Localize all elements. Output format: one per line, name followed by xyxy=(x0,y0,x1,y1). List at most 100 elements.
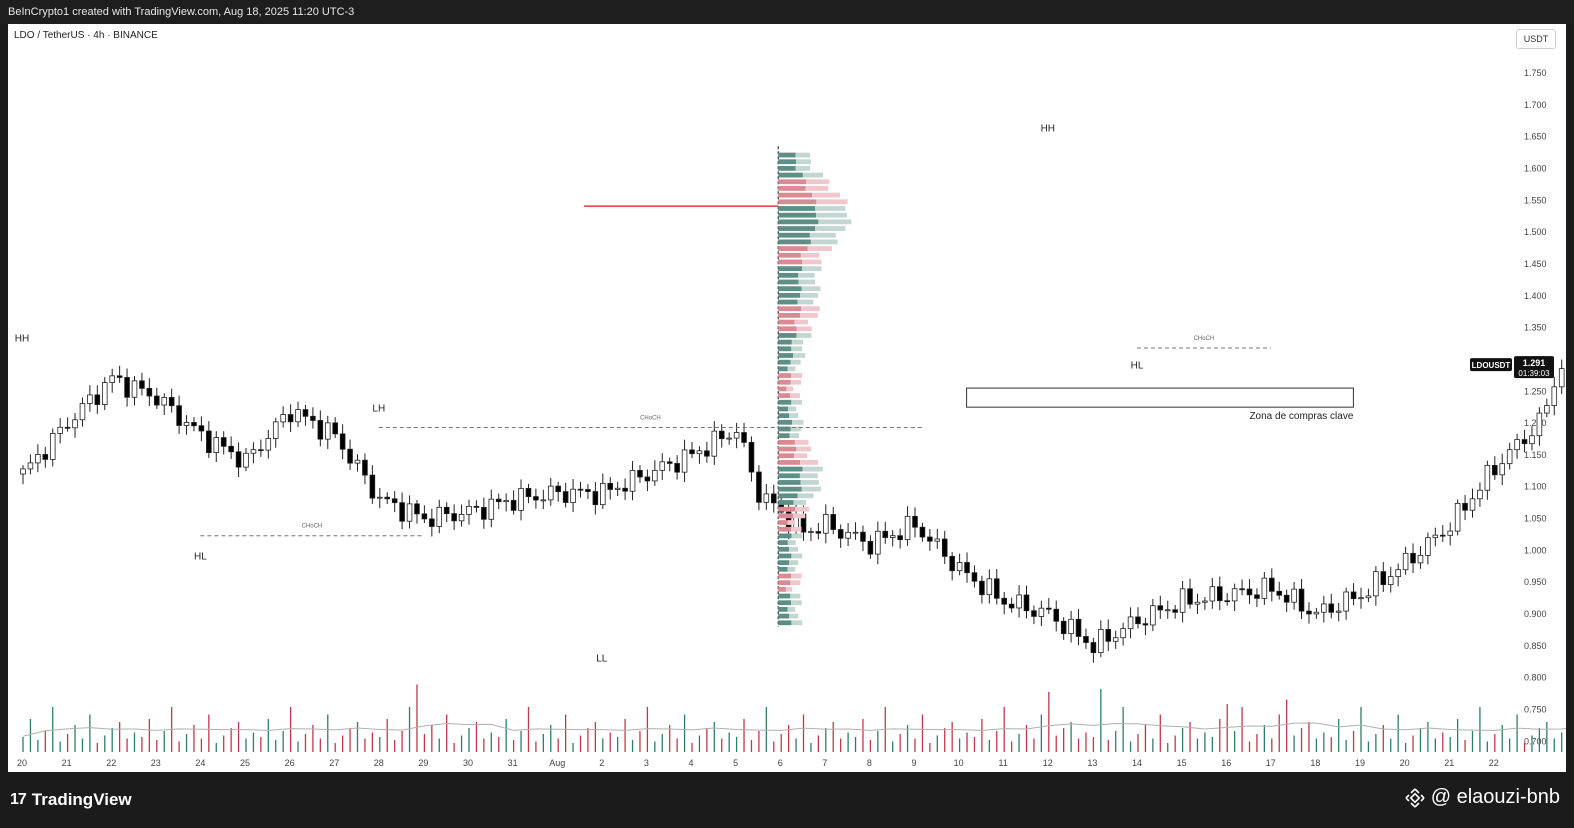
candle xyxy=(101,376,108,411)
x-tick-label: 15 xyxy=(1177,758,1187,768)
candle-body xyxy=(971,572,978,582)
y-tick-label: 1.700 xyxy=(1524,100,1547,110)
candle xyxy=(1098,620,1104,658)
candle xyxy=(406,495,413,529)
candle-body xyxy=(1172,609,1178,613)
chart-panel[interactable]: 1.750 1.700 1.650 1.600 1.550 1.500 1.450 1.400… xyxy=(8,24,1566,772)
candle xyxy=(622,478,628,500)
candle-body xyxy=(1023,594,1030,612)
volume-profile-bar xyxy=(791,533,803,539)
candle xyxy=(652,460,658,486)
candle xyxy=(525,483,532,504)
candle xyxy=(228,436,234,459)
volume-profile-bar xyxy=(778,272,799,278)
candle-body xyxy=(399,502,405,522)
volume-profile-bar xyxy=(791,573,802,579)
candle-body xyxy=(919,526,926,538)
volume-profile-bar xyxy=(794,439,809,445)
candle-body xyxy=(1350,591,1357,600)
volume-profile-bar xyxy=(801,286,821,292)
candle xyxy=(35,444,41,473)
candle xyxy=(1439,525,1446,542)
candle xyxy=(421,505,428,524)
candle xyxy=(109,368,115,393)
candle-body xyxy=(42,454,49,460)
volume-profile-bar xyxy=(789,560,799,566)
candle-body xyxy=(1216,586,1223,602)
x-tick-label: 6 xyxy=(778,758,783,768)
volume-profile-bar xyxy=(778,226,816,231)
symbol-line[interactable]: LDO / TetherUS · 4h · BINANCE xyxy=(14,30,158,41)
candle-body xyxy=(830,514,837,530)
candle xyxy=(1365,588,1372,603)
candle xyxy=(1053,600,1060,632)
currency-button[interactable]: USDT xyxy=(1516,29,1556,49)
candle-body xyxy=(897,535,903,541)
volume-profile-bar xyxy=(799,313,818,318)
candle-body xyxy=(696,450,703,455)
candle-body xyxy=(659,461,666,471)
volume-profile-bar xyxy=(791,600,802,606)
candle xyxy=(124,368,130,407)
volume-profile-bar xyxy=(778,219,819,225)
candle-body xyxy=(748,441,755,473)
x-tick-label: 7 xyxy=(822,758,827,768)
candle xyxy=(250,442,257,464)
price-chart[interactable]: 1.750 1.700 1.650 1.600 1.550 1.500 1.450 1.400… xyxy=(8,24,1566,772)
candle xyxy=(540,489,547,510)
volume-profile-bar xyxy=(778,546,790,552)
author-handle: @ elaouzi-bnb xyxy=(1405,786,1560,809)
volume-profile-bar xyxy=(778,466,803,472)
volume-profile-bar xyxy=(778,426,791,432)
candle xyxy=(235,442,242,478)
x-tick-label: 22 xyxy=(106,758,116,768)
volume-profile-bar xyxy=(778,613,790,619)
candle xyxy=(317,410,324,447)
candle-body xyxy=(443,506,450,514)
candle xyxy=(1202,597,1208,610)
candle-body xyxy=(770,493,777,504)
last-price-text: 1.291 xyxy=(1523,358,1546,368)
candle-body xyxy=(481,506,487,520)
candle xyxy=(1127,607,1134,639)
candle-body xyxy=(1179,588,1186,613)
candle xyxy=(481,497,487,529)
candle xyxy=(1164,600,1171,619)
volume-profile-bar xyxy=(796,326,812,332)
candle-body xyxy=(243,452,249,468)
candle-body xyxy=(421,513,428,520)
volume-profile-bar xyxy=(800,252,820,258)
candle xyxy=(1521,429,1528,453)
candle-body xyxy=(272,421,279,439)
candle-body xyxy=(1202,600,1208,603)
x-tick-label: 30 xyxy=(463,758,473,768)
candle-body xyxy=(79,403,86,421)
candle xyxy=(72,413,78,438)
candle-body xyxy=(1387,576,1394,585)
candle xyxy=(198,416,205,442)
candle-body xyxy=(718,430,725,440)
volume-profile-bar xyxy=(778,246,808,251)
y-tick-label: 1.500 xyxy=(1524,227,1547,237)
candle-body xyxy=(689,449,695,455)
candle xyxy=(637,465,643,483)
candle xyxy=(837,524,844,548)
candle-body xyxy=(332,422,338,435)
volume-profile-bar xyxy=(785,586,793,592)
candle xyxy=(1187,578,1193,609)
candle xyxy=(1551,376,1558,416)
candle-body xyxy=(1083,636,1089,643)
candle-body xyxy=(116,375,123,378)
candle-body xyxy=(681,449,688,473)
candle xyxy=(1298,579,1305,620)
volume-profile-bar xyxy=(778,419,793,425)
volume-profile-bar xyxy=(778,553,792,559)
candle-body xyxy=(1484,464,1491,491)
candle-body xyxy=(1150,605,1156,626)
candle-body xyxy=(666,461,673,464)
volume-profile-bar xyxy=(778,593,791,599)
candle xyxy=(934,528,941,549)
candle xyxy=(577,481,584,498)
candle xyxy=(867,535,874,559)
candle xyxy=(49,428,56,467)
